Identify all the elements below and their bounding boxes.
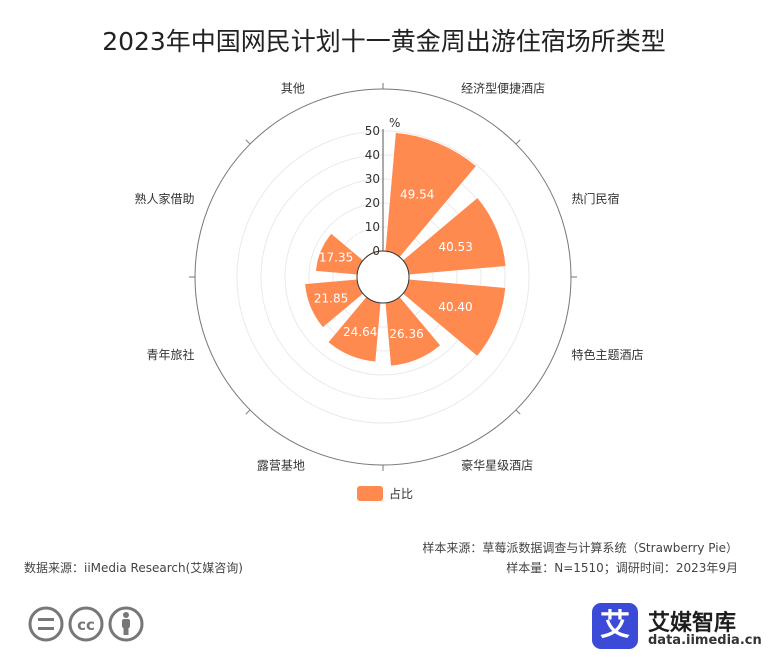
sample-info: 样本量：N=1510；调研时间：2023年9月 <box>506 561 738 575</box>
value-label: 40.40 <box>438 300 472 314</box>
category-label: 青年旅社 <box>147 347 195 362</box>
unit-label: % <box>389 116 400 130</box>
category-label: 特色主题酒店 <box>571 347 643 362</box>
brand-url: data.iimedia.cn <box>648 633 762 648</box>
polar-bar-chart: 49.54 经济型便捷酒店 40.53 热门民宿 40.40 特色主题酒店 26.36 豪华星… <box>135 81 644 501</box>
bar-layer <box>304 132 507 367</box>
cc-icon: cc <box>68 606 104 642</box>
outer-tick <box>515 139 521 145</box>
brand-block: 艾 艾媒智库 data.iimedia.cn <box>592 603 762 653</box>
category-label: 豪华星级酒店 <box>461 457 533 472</box>
equals-icon <box>28 606 64 642</box>
attribution-person-icon <box>108 606 144 642</box>
chart-title: 2023年中国网民计划十一黄金周出游住宿场所类型 <box>102 27 666 56</box>
category-label: 熟人家借助 <box>135 191 195 206</box>
svg-text:cc: cc <box>77 616 95 634</box>
value-label: 49.54 <box>400 187 434 201</box>
category-label: 经济型便捷酒店 <box>461 81 545 96</box>
outer-tick <box>515 409 521 415</box>
legend-label: 占比 <box>389 486 413 501</box>
label-layer: 49.54 经济型便捷酒店 40.53 热门民宿 40.40 特色主题酒店 26.36 豪华星… <box>135 81 644 473</box>
brand-logo-icon: 艾 <box>592 603 638 649</box>
center-hole <box>356 250 410 304</box>
value-label: 26.36 <box>389 327 423 341</box>
value-label: 0.40 <box>353 229 380 243</box>
value-label: 17.35 <box>319 251 353 265</box>
brand-name: 艾媒智库 <box>648 611 737 636</box>
outer-tick <box>245 139 251 145</box>
legend-swatch <box>357 486 383 501</box>
data-source: 数据来源：iiMedia Research(艾媒咨询) <box>24 561 243 575</box>
outer-tick <box>245 409 251 415</box>
category-label: 其他 <box>281 82 305 96</box>
value-label: 40.53 <box>438 240 472 254</box>
sample-source: 样本来源：草莓派数据调查与计算系统（Strawberry Pie） <box>422 541 738 555</box>
radial-tick-label: 10 <box>365 220 380 234</box>
grid-layer <box>189 83 577 471</box>
legend[interactable]: 占比 <box>357 486 413 501</box>
category-label: 热门民宿 <box>571 191 619 206</box>
radial-tick-label: 50 <box>365 124 380 138</box>
value-label: 24.64 <box>343 325 377 339</box>
radial-tick-label: 40 <box>365 148 380 162</box>
radial-tick-label: 0 <box>372 244 380 258</box>
value-label: 21.85 <box>314 292 348 306</box>
radial-tick-label: 20 <box>365 196 380 210</box>
cc-license-icons: cc <box>28 606 144 642</box>
category-label: 露营基地 <box>257 458 305 472</box>
radial-tick-label: 30 <box>365 172 380 186</box>
